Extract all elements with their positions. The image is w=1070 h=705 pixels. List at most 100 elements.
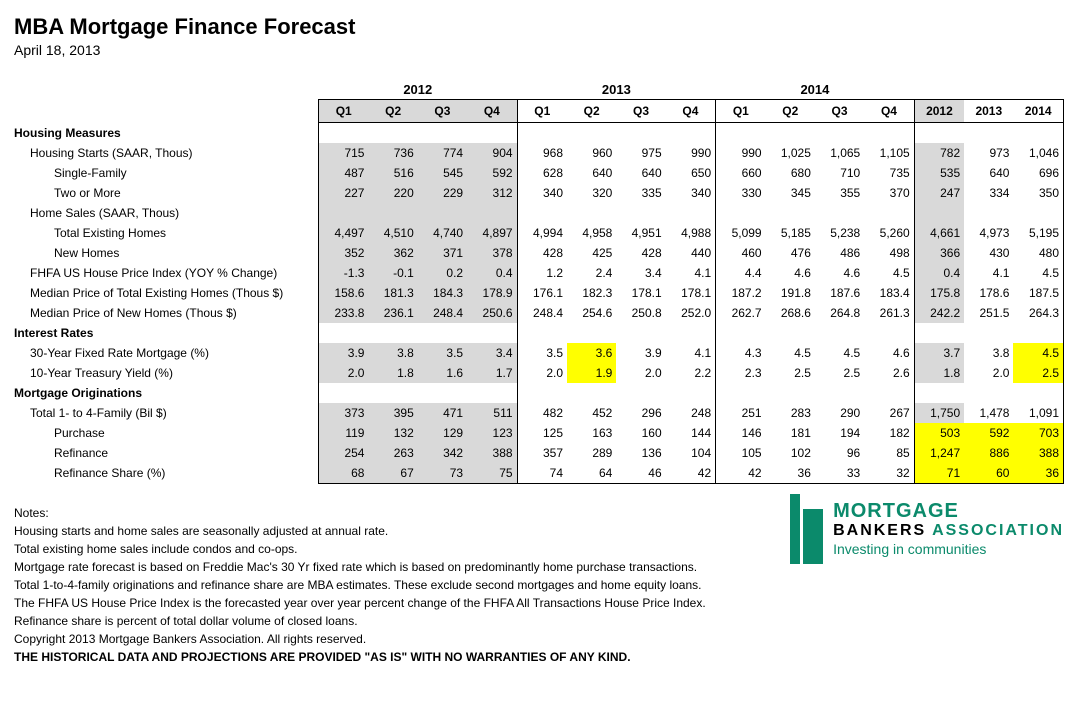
data-cell: 357 [517, 443, 567, 463]
data-cell [616, 383, 665, 403]
data-cell: 183.4 [864, 283, 914, 303]
data-cell: 373 [319, 403, 369, 423]
data-cell [766, 203, 815, 223]
data-cell: 132 [368, 423, 417, 443]
col-header: Q3 [815, 100, 864, 123]
data-cell: 290 [815, 403, 864, 423]
data-cell: 487 [319, 163, 369, 183]
row-label: Two or More [14, 183, 319, 203]
data-cell: 3.4 [467, 343, 517, 363]
data-cell: 42 [716, 463, 766, 484]
forecast-table: 2012 2013 2014 Q1Q2Q3Q4Q1Q2Q3Q4Q1Q2Q3Q42… [14, 80, 1064, 484]
data-cell: 1,105 [864, 143, 914, 163]
data-cell [815, 123, 864, 143]
table-row: Total Existing Homes4,4974,5104,7404,897… [14, 223, 1064, 243]
year-header-row: 2012 2013 2014 [14, 80, 1064, 100]
data-cell: 184.3 [418, 283, 467, 303]
data-cell: 2.0 [517, 363, 567, 383]
data-cell: 498 [864, 243, 914, 263]
data-cell: 2.3 [716, 363, 766, 383]
data-cell: 425 [567, 243, 616, 263]
notes-section: Notes: Housing starts and home sales are… [14, 502, 706, 668]
row-label: New Homes [14, 243, 319, 263]
data-cell: 46 [616, 463, 665, 484]
data-cell: 736 [368, 143, 417, 163]
data-cell [964, 323, 1013, 343]
note-line: Mortgage rate forecast is based on Fredd… [14, 560, 706, 574]
data-cell: 251 [716, 403, 766, 423]
data-cell: 973 [964, 143, 1013, 163]
data-cell: 4.4 [716, 263, 766, 283]
data-cell: 2.6 [864, 363, 914, 383]
col-header: Q1 [517, 100, 567, 123]
data-cell: 146 [716, 423, 766, 443]
data-cell: 388 [1013, 443, 1063, 463]
data-cell: 187.2 [716, 283, 766, 303]
data-cell: 1.9 [567, 363, 616, 383]
data-cell: 175.8 [914, 283, 964, 303]
disclaimer: THE HISTORICAL DATA AND PROJECTIONS ARE … [14, 650, 706, 664]
data-cell: 452 [567, 403, 616, 423]
data-cell: 4.6 [864, 343, 914, 363]
col-header: Q3 [616, 100, 665, 123]
data-cell: 33 [815, 463, 864, 484]
data-cell: 476 [766, 243, 815, 263]
data-cell: 366 [914, 243, 964, 263]
data-cell: 960 [567, 143, 616, 163]
data-cell: 511 [467, 403, 517, 423]
data-cell: 2.2 [666, 363, 716, 383]
data-cell: 252.0 [666, 303, 716, 323]
row-label: Mortgage Originations [14, 383, 319, 403]
data-cell: 5,099 [716, 223, 766, 243]
data-cell: 968 [517, 143, 567, 163]
data-cell: 680 [766, 163, 815, 183]
col-header: Q3 [418, 100, 467, 123]
data-cell: -1.3 [319, 263, 369, 283]
data-cell: 296 [616, 403, 665, 423]
data-cell: 248 [666, 403, 716, 423]
data-cell [467, 383, 517, 403]
data-cell [517, 383, 567, 403]
data-cell: 782 [914, 143, 964, 163]
data-cell: 4,988 [666, 223, 716, 243]
data-cell: 36 [1013, 463, 1063, 484]
data-cell: 371 [418, 243, 467, 263]
data-cell [864, 383, 914, 403]
data-cell [815, 203, 864, 223]
data-cell [467, 323, 517, 343]
mba-logo: MORTGAGE BANKERS ASSOCIATION Investing i… [790, 484, 1064, 564]
data-cell: 283 [766, 403, 815, 423]
data-cell: 5,185 [766, 223, 815, 243]
data-cell: 355 [815, 183, 864, 203]
data-cell: 0.2 [418, 263, 467, 283]
row-label: Median Price of New Homes (Thous $) [14, 303, 319, 323]
data-cell [319, 323, 369, 343]
data-cell: 163 [567, 423, 616, 443]
data-cell: 990 [666, 143, 716, 163]
data-cell: 4,510 [368, 223, 417, 243]
data-cell: 370 [864, 183, 914, 203]
col-header: Q1 [319, 100, 369, 123]
data-cell: 395 [368, 403, 417, 423]
data-cell: 2.0 [319, 363, 369, 383]
data-cell: 3.8 [964, 343, 1013, 363]
data-cell [1013, 123, 1063, 143]
data-cell: 362 [368, 243, 417, 263]
data-cell: 36 [766, 463, 815, 484]
data-cell: 0.4 [914, 263, 964, 283]
table-row: 10-Year Treasury Yield (%)2.01.81.61.72.… [14, 363, 1064, 383]
data-cell [914, 323, 964, 343]
row-label: Refinance [14, 443, 319, 463]
data-cell [914, 123, 964, 143]
data-cell: 2.0 [616, 363, 665, 383]
data-cell: 268.6 [766, 303, 815, 323]
data-cell: 3.9 [616, 343, 665, 363]
data-cell: 774 [418, 143, 467, 163]
data-cell [517, 323, 567, 343]
row-label: Total Existing Homes [14, 223, 319, 243]
year-2013: 2013 [517, 80, 716, 100]
data-cell: 480 [1013, 243, 1063, 263]
data-cell: 254.6 [567, 303, 616, 323]
data-cell: 990 [716, 143, 766, 163]
data-cell: 4.6 [815, 263, 864, 283]
